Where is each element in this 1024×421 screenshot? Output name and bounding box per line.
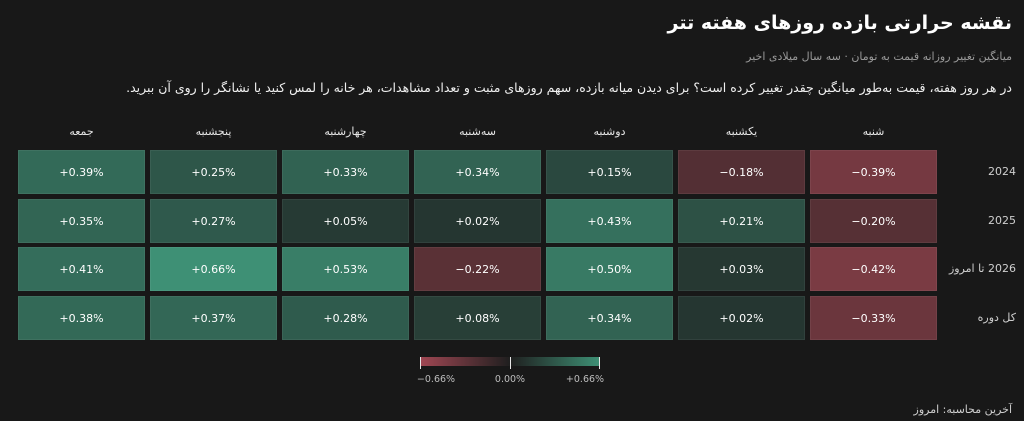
heatmap-cell[interactable]: +0.66% (150, 247, 277, 292)
row-label: 2025 (988, 213, 1016, 227)
heatmap-cell[interactable]: −0.22% (414, 247, 541, 292)
heatmap-cell[interactable]: +0.34% (546, 296, 673, 341)
heatmap-cell[interactable]: +0.08% (414, 296, 541, 341)
heatmap-cell[interactable]: +0.27% (150, 198, 277, 243)
heatmap-cell[interactable]: +0.37% (150, 296, 277, 341)
heatmap-cell[interactable]: +0.43% (546, 198, 673, 243)
heatmap-cell[interactable]: +0.03% (678, 247, 805, 292)
legend-tick-mid (510, 357, 511, 369)
heatmap-cell[interactable]: −0.39% (810, 150, 937, 194)
heatmap-cell[interactable]: +0.02% (678, 296, 805, 341)
legend-label-mid: 0.00% (494, 374, 526, 385)
column-header: جمعه (69, 125, 94, 138)
heatmap-cell[interactable]: +0.53% (282, 247, 409, 292)
row-label: کل دوره (977, 311, 1016, 325)
heatmap-cell[interactable]: +0.15% (546, 150, 673, 194)
column-header: شنبه (862, 125, 885, 138)
heatmap-cell[interactable]: +0.35% (18, 198, 145, 243)
heatmap-cell[interactable]: −0.18% (678, 150, 805, 194)
heatmap-cell[interactable]: −0.33% (810, 296, 937, 341)
heatmap-cell[interactable]: +0.05% (282, 198, 409, 243)
column-header: دوشنبه (593, 125, 626, 138)
row-label: 2026 تا امروز (948, 262, 1016, 276)
heatmap-cell[interactable]: +0.33% (282, 150, 409, 194)
heatmap-cell[interactable]: +0.34% (414, 150, 541, 194)
chart-title: نقشه حرارتی بازده روزهای هفته تتر (667, 12, 1012, 34)
heatmap-cell[interactable]: +0.39% (18, 150, 145, 194)
heatmap-cell[interactable]: −0.20% (810, 198, 937, 243)
heatmap-cell[interactable]: +0.50% (546, 247, 673, 292)
row-label: 2024 (988, 165, 1016, 178)
legend-tick-min (420, 357, 421, 369)
column-header: سه‌شنبه (459, 125, 496, 138)
legend-label-min: −0.66% (416, 374, 456, 385)
heatmap-cell[interactable]: +0.02% (414, 198, 541, 243)
heatmap-cell[interactable]: +0.41% (18, 247, 145, 292)
column-header: یکشنبه (725, 125, 758, 138)
column-header: چهارشنبه (324, 125, 367, 138)
last-calculated-note: آخرین محاسبه: امروز (913, 403, 1012, 416)
heatmap-cell[interactable]: +0.25% (150, 150, 277, 194)
chart-subtitle: میانگین تغییر روزانه قیمت به تومان · سه … (746, 50, 1012, 63)
legend-tick-max (599, 357, 600, 369)
heatmap-cell[interactable]: +0.28% (282, 296, 409, 341)
heatmap-cell[interactable]: +0.21% (678, 198, 805, 243)
chart-description: در هر روز هفته، قیمت به‌طور میانگین چقدر… (126, 80, 1012, 95)
column-header: پنجشنبه (195, 125, 232, 138)
heatmap-cell[interactable]: −0.42% (810, 247, 937, 292)
heatmap-cell[interactable]: +0.38% (18, 296, 145, 341)
legend-label-max: +0.66% (565, 374, 605, 385)
